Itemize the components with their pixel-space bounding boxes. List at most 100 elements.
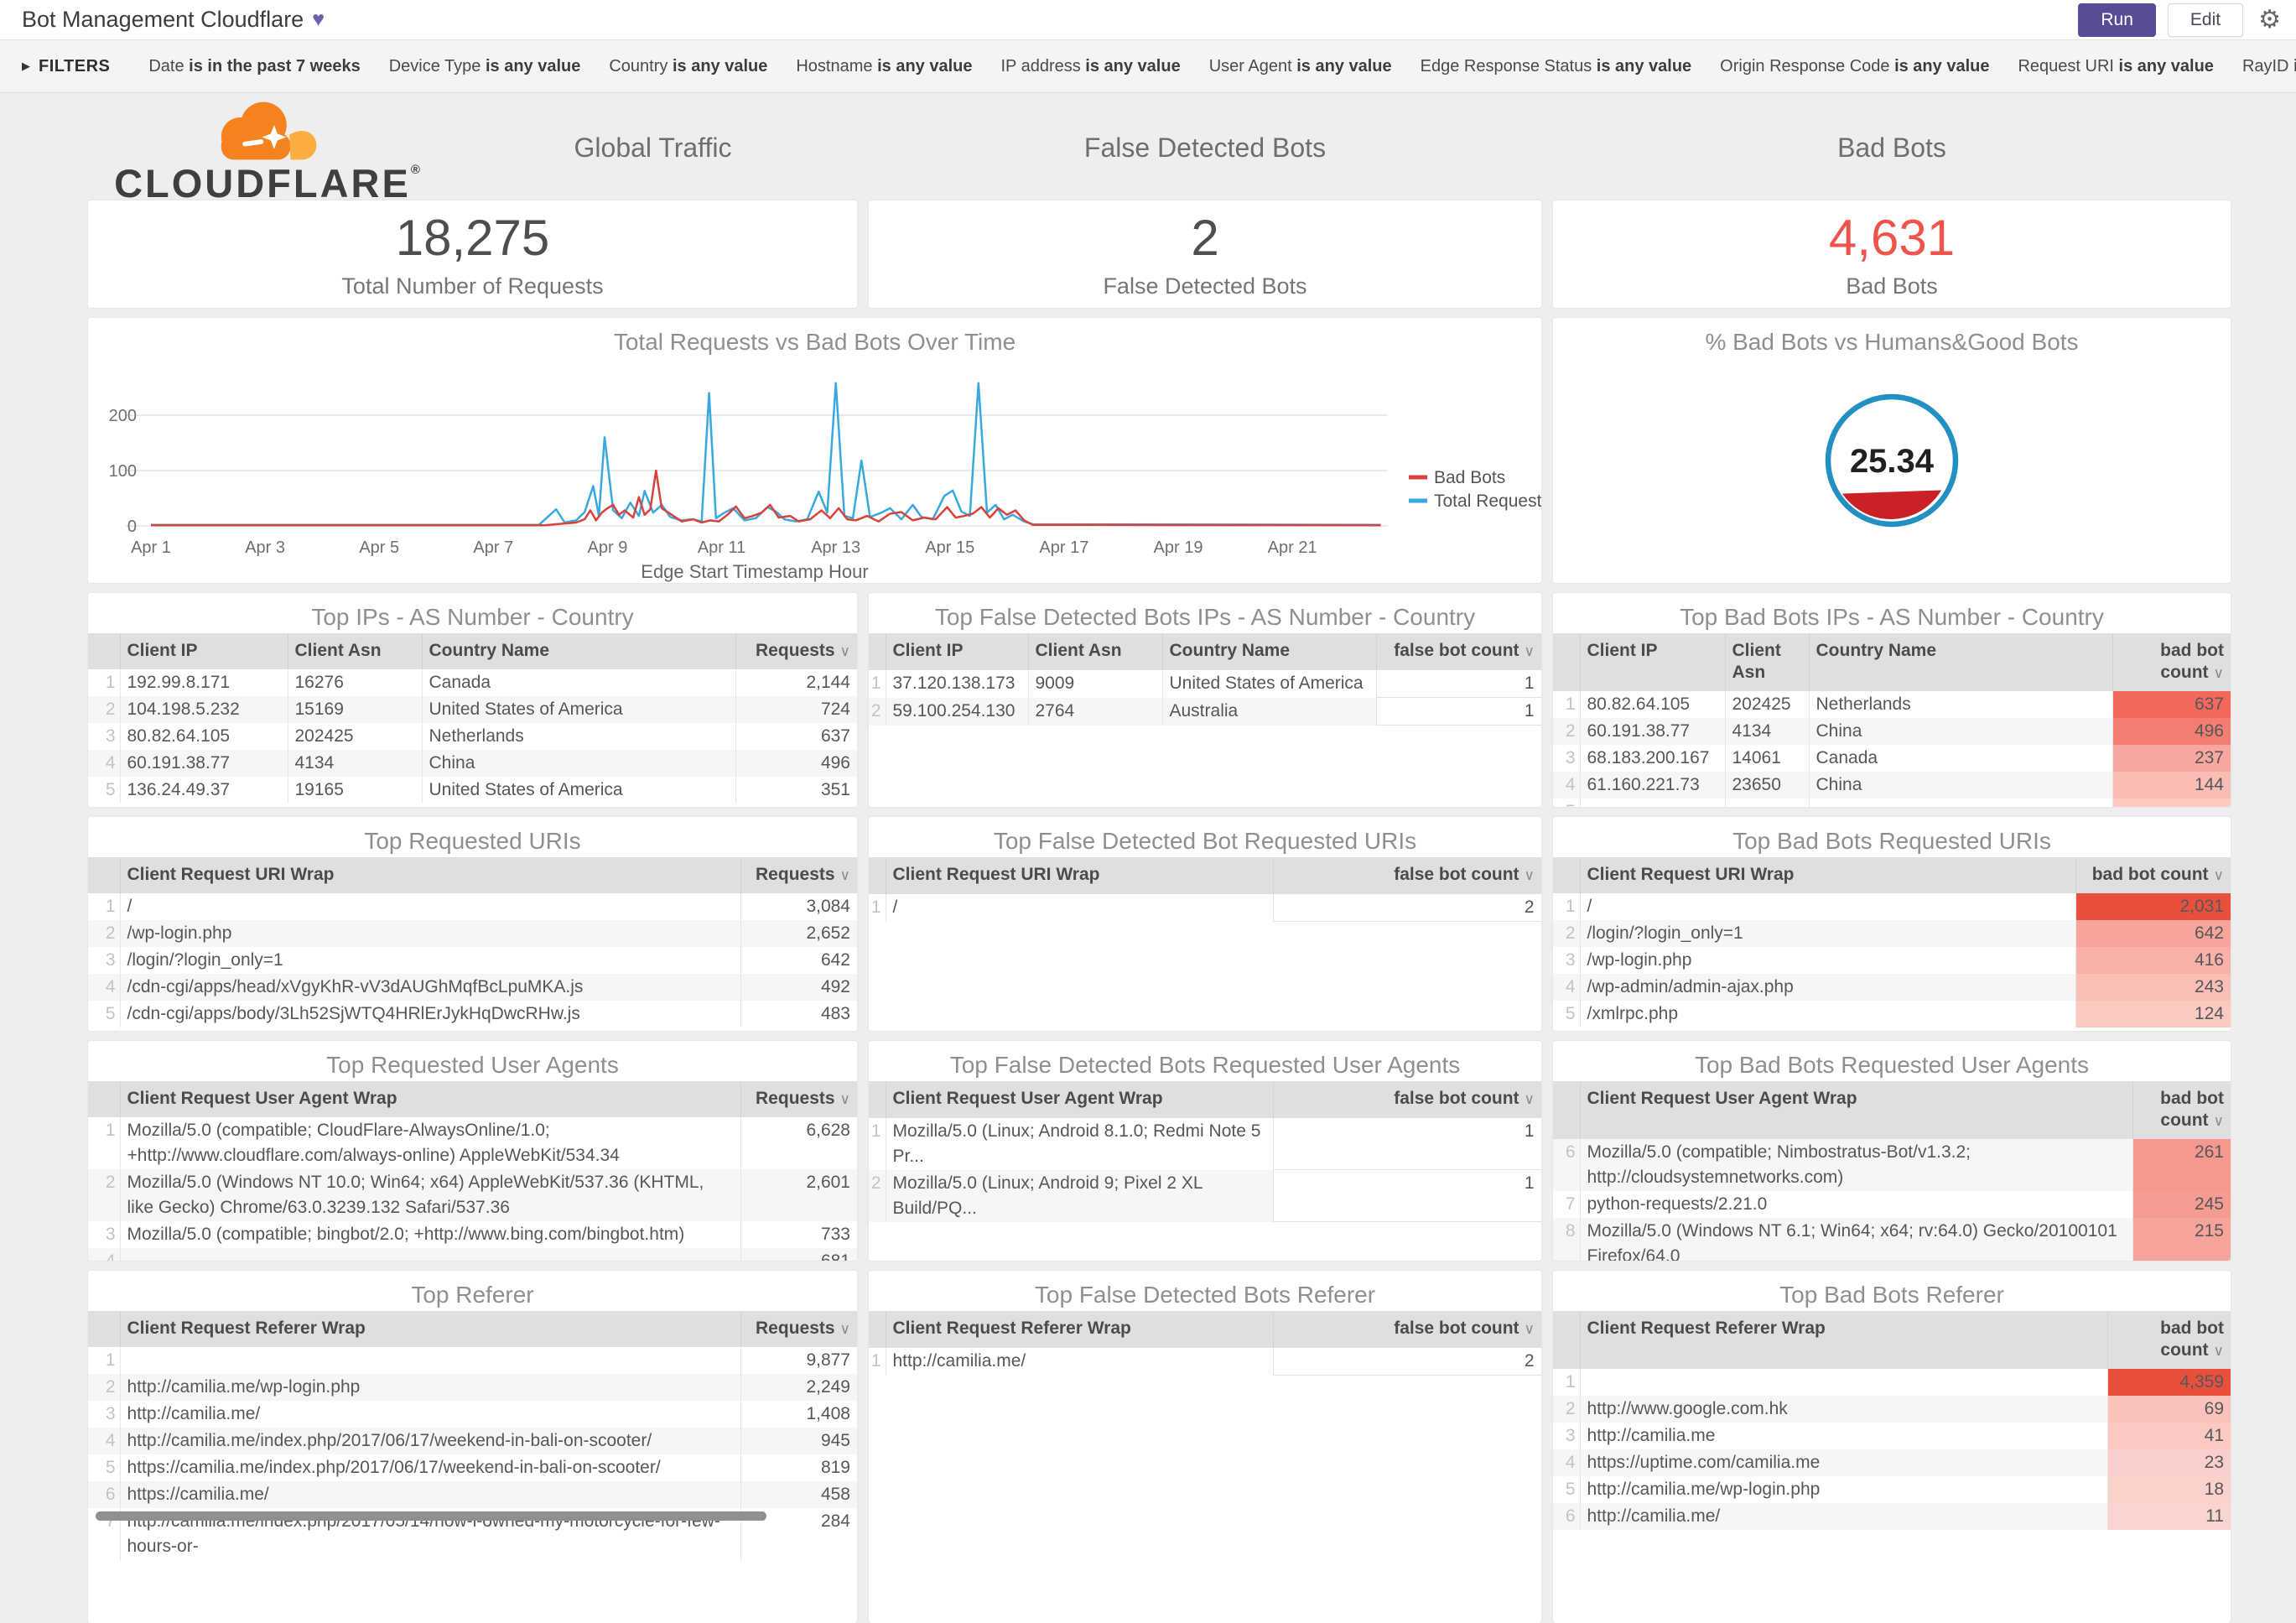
count-cell[interactable]: 23: [2106, 1449, 2231, 1476]
data-cell[interactable]: China: [1808, 718, 2112, 745]
filter-device-type[interactable]: Device Type is any value: [389, 57, 581, 76]
count-cell[interactable]: 237: [2112, 745, 2231, 772]
data-cell[interactable]: http://camilia.me/: [1579, 1503, 2107, 1530]
data-cell[interactable]: [119, 1248, 740, 1261]
column-header-client-request-referer-wrap[interactable]: Client Request Referer Wrap: [885, 1311, 1273, 1348]
data-cell[interactable]: Netherlands: [421, 723, 735, 750]
column-header-client-asn[interactable]: Client Asn: [287, 633, 422, 669]
column-header-false-bot-count[interactable]: false bot count ∨: [1272, 1311, 1541, 1348]
data-cell[interactable]: Canada: [1808, 745, 2112, 772]
data-cell[interactable]: /cdn-cgi/apps/body/3Lh52SjWTQ4HRlErJykHq…: [119, 1001, 740, 1027]
data-cell[interactable]: United States of America: [421, 696, 735, 723]
count-cell[interactable]: [2112, 798, 2231, 807]
count-cell[interactable]: 69: [2106, 1396, 2231, 1423]
data-cell[interactable]: /xmlrpc.php: [1579, 1001, 2075, 1027]
data-cell[interactable]: Mozilla/5.0 (Linux; Android 8.1.0; Redmi…: [885, 1117, 1273, 1170]
filter-date[interactable]: Date is in the past 7 weeks: [148, 57, 360, 76]
count-cell[interactable]: 3,084: [740, 893, 857, 920]
data-cell[interactable]: /: [1579, 893, 2075, 920]
column-header-client-request-uri-wrap[interactable]: Client Request URI Wrap: [1579, 857, 2075, 893]
data-cell[interactable]: /wp-login.php: [119, 920, 740, 947]
data-cell[interactable]: 104.198.5.232: [119, 696, 288, 723]
column-header-false-bot-count[interactable]: false bot count ∨: [1272, 1081, 1541, 1118]
gear-icon[interactable]: ⚙: [2258, 5, 2281, 34]
column-header-requests[interactable]: Requests ∨: [735, 633, 857, 669]
data-cell[interactable]: Mozilla/5.0 (compatible; Nimbostratus-Bo…: [1579, 1139, 2132, 1191]
count-cell[interactable]: 492: [740, 974, 857, 1001]
data-cell[interactable]: 202425: [287, 723, 422, 750]
count-cell[interactable]: 1: [1272, 1117, 1541, 1170]
count-cell[interactable]: 124: [2075, 1001, 2231, 1027]
count-cell[interactable]: 2,144: [735, 669, 857, 696]
count-cell[interactable]: 416: [2075, 947, 2231, 974]
data-cell[interactable]: Mozilla/5.0 (compatible; bingbot/2.0; +h…: [119, 1221, 740, 1248]
column-header-bad-bot-count[interactable]: bad bot count ∨: [2106, 1311, 2231, 1369]
count-cell[interactable]: 2: [1272, 1347, 1541, 1376]
count-cell[interactable]: 458: [740, 1481, 857, 1508]
data-cell[interactable]: 2764: [1027, 697, 1162, 726]
count-cell[interactable]: 351: [735, 777, 857, 804]
data-cell[interactable]: /login/?login_only=1: [1579, 920, 2075, 947]
column-header-bad-bot-count[interactable]: bad bot count ∨: [2132, 1081, 2231, 1139]
legend-item-total-requests[interactable]: Total Requests: [1409, 492, 1541, 511]
count-cell[interactable]: 41: [2106, 1423, 2231, 1449]
count-cell[interactable]: 1,408: [740, 1401, 857, 1428]
count-cell[interactable]: 2,031: [2075, 893, 2231, 920]
data-cell[interactable]: 19165: [287, 777, 422, 804]
filter-origin-response-code[interactable]: Origin Response Code is any value: [1720, 57, 1989, 76]
column-header-bad-bot-count[interactable]: bad bot count ∨: [2112, 633, 2231, 691]
column-header-country-name[interactable]: Country Name: [1808, 633, 2112, 691]
data-cell[interactable]: 4134: [287, 750, 422, 777]
data-cell[interactable]: Mozilla/5.0 (compatible; CloudFlare-Alwa…: [119, 1117, 740, 1169]
count-cell[interactable]: 2,249: [740, 1374, 857, 1401]
filter-ip-address[interactable]: IP address is any value: [1000, 57, 1180, 76]
filter-request-uri[interactable]: Request URI is any value: [2018, 57, 2213, 76]
column-header-requests[interactable]: Requests ∨: [740, 1311, 857, 1347]
filter-edge-response-status[interactable]: Edge Response Status is any value: [1421, 57, 1692, 76]
data-cell[interactable]: [1724, 798, 1809, 807]
column-header-client-request-user-agent-wrap[interactable]: Client Request User Agent Wrap: [885, 1081, 1273, 1118]
data-cell[interactable]: United States of America: [1161, 669, 1376, 698]
data-cell[interactable]: United States of America: [421, 777, 735, 804]
data-cell[interactable]: [1579, 1369, 2107, 1396]
count-cell[interactable]: 215: [2132, 1218, 2231, 1261]
count-cell[interactable]: 496: [735, 750, 857, 777]
count-cell[interactable]: 2: [1272, 893, 1541, 922]
data-cell[interactable]: 4134: [1724, 718, 1809, 745]
column-header-false-bot-count[interactable]: false bot count ∨: [1272, 857, 1541, 894]
data-cell[interactable]: 15169: [287, 696, 422, 723]
column-header-client-request-referer-wrap[interactable]: Client Request Referer Wrap: [119, 1311, 740, 1347]
data-cell[interactable]: http://camilia.me: [1579, 1423, 2107, 1449]
data-cell[interactable]: http://www.google.com.hk: [1579, 1396, 2107, 1423]
count-cell[interactable]: 6,628: [740, 1117, 857, 1169]
data-cell[interactable]: 16276: [287, 669, 422, 696]
column-header-client-request-referer-wrap[interactable]: Client Request Referer Wrap: [1579, 1311, 2107, 1369]
column-header-client-asn[interactable]: Client Asn: [1027, 633, 1162, 670]
data-cell[interactable]: Mozilla/5.0 (Windows NT 10.0; Win64; x64…: [119, 1169, 740, 1221]
data-cell[interactable]: Netherlands: [1808, 691, 2112, 718]
count-cell[interactable]: 9,877: [740, 1347, 857, 1374]
data-cell[interactable]: http://camilia.me/: [885, 1347, 1273, 1376]
data-cell[interactable]: 80.82.64.105: [1579, 691, 1725, 718]
filter-country[interactable]: Country is any value: [609, 57, 767, 76]
column-header-false-bot-count[interactable]: false bot count ∨: [1375, 633, 1541, 670]
data-cell[interactable]: 14061: [1724, 745, 1809, 772]
filter-rayid[interactable]: RayID is any value: [2242, 57, 2296, 76]
count-cell[interactable]: 11: [2106, 1503, 2231, 1530]
data-cell[interactable]: http://camilia.me/wp-login.php: [1579, 1476, 2107, 1503]
count-cell[interactable]: 642: [740, 947, 857, 974]
column-header-client-request-uri-wrap[interactable]: Client Request URI Wrap: [119, 857, 740, 893]
filter-hostname[interactable]: Hostname is any value: [796, 57, 972, 76]
data-cell[interactable]: /wp-admin/admin-ajax.php: [1579, 974, 2075, 1001]
count-cell[interactable]: 2,652: [740, 920, 857, 947]
data-cell[interactable]: 80.82.64.105: [119, 723, 288, 750]
count-cell[interactable]: 2,601: [740, 1169, 857, 1221]
count-cell[interactable]: 18: [2106, 1476, 2231, 1503]
count-cell[interactable]: 261: [2132, 1139, 2231, 1191]
data-cell[interactable]: 9009: [1027, 669, 1162, 698]
data-cell[interactable]: 192.99.8.171: [119, 669, 288, 696]
run-button[interactable]: Run: [2078, 3, 2156, 37]
data-cell[interactable]: Canada: [421, 669, 735, 696]
data-cell[interactable]: China: [421, 750, 735, 777]
filter-user-agent[interactable]: User Agent is any value: [1209, 57, 1392, 76]
